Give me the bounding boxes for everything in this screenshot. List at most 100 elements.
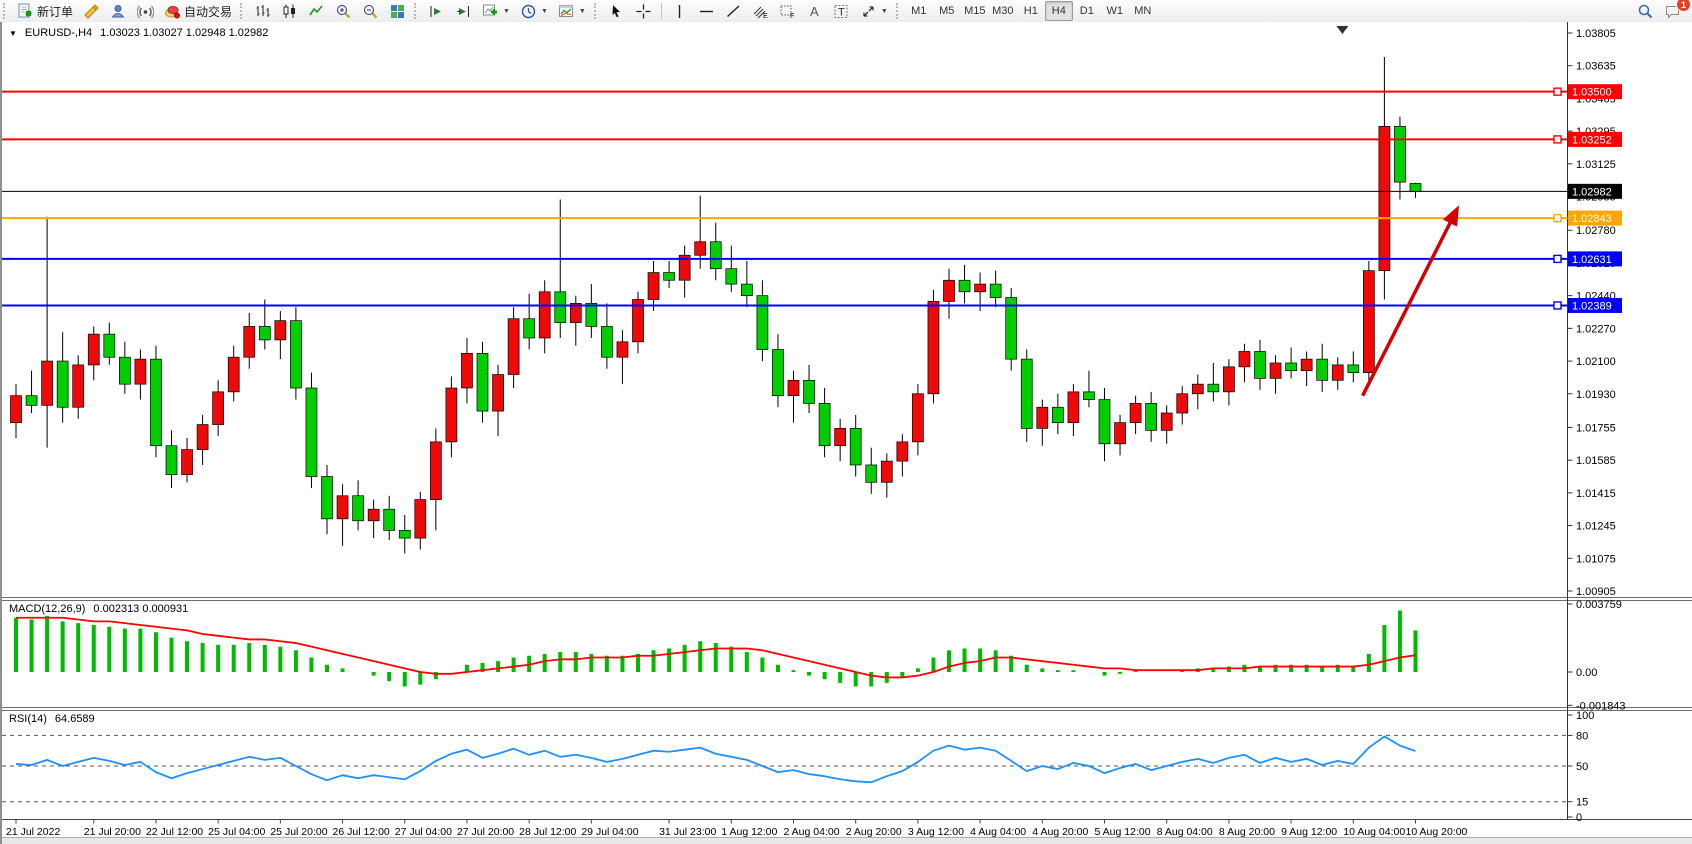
bull-candle bbox=[461, 353, 473, 389]
bear-candle bbox=[118, 356, 131, 385]
bear-candle bbox=[476, 353, 489, 412]
bull-candle bbox=[647, 272, 660, 300]
price-level-chip bbox=[1568, 251, 1622, 267]
tile-windows-button[interactable] bbox=[384, 0, 411, 22]
bull-candle bbox=[1331, 364, 1344, 381]
timeframe-button-m1[interactable]: M1 bbox=[911, 5, 927, 17]
signals-button[interactable] bbox=[132, 0, 159, 22]
auto-trading-label: 自动交易 bbox=[184, 4, 233, 19]
price-level-chip-label: 1.02389 bbox=[1572, 300, 1612, 312]
fibonacci-button[interactable]: E bbox=[747, 0, 774, 22]
toolbar-right: 1 bbox=[1632, 0, 1691, 22]
bull-candle bbox=[1378, 125, 1391, 271]
macd-axis-tick: -0.001843 bbox=[1576, 700, 1626, 712]
auto-scroll-button[interactable] bbox=[423, 0, 450, 22]
bull-candle bbox=[880, 460, 893, 483]
horizontal-line-button[interactable] bbox=[693, 0, 720, 22]
cursor-button[interactable] bbox=[603, 0, 630, 22]
timeframe-button-m15[interactable]: M15 bbox=[964, 5, 986, 17]
price-level-chip-label: 1.03252 bbox=[1572, 134, 1612, 146]
macd-axis-tick: 0.003759 bbox=[1576, 599, 1622, 611]
bull-candle bbox=[1191, 383, 1204, 395]
timeframe-button-m30[interactable]: M30 bbox=[992, 5, 1014, 17]
notifications-button[interactable]: 1 bbox=[1659, 0, 1691, 22]
text-label-button[interactable]: T bbox=[828, 0, 855, 22]
timeframe-button-w1[interactable]: W1 bbox=[1106, 5, 1124, 17]
bear-candle bbox=[849, 428, 862, 466]
bull-candle bbox=[912, 393, 924, 443]
bear-candle bbox=[258, 326, 271, 341]
macd-signal-line bbox=[16, 616, 1416, 679]
tile-windows-icon bbox=[389, 3, 406, 20]
group-handle[interactable] bbox=[593, 3, 600, 19]
bull-candle bbox=[787, 379, 800, 397]
collapse-triangle-icon[interactable]: ▼ bbox=[9, 28, 17, 38]
chart-shift-button[interactable] bbox=[450, 0, 477, 22]
bull-candle bbox=[1176, 393, 1189, 414]
bear-candle bbox=[1098, 399, 1111, 445]
zoom-out-button[interactable] bbox=[357, 0, 384, 22]
group-handle[interactable] bbox=[895, 3, 902, 19]
rsi-axis-tick: 15 bbox=[1576, 797, 1588, 809]
svg-text:E: E bbox=[763, 13, 768, 20]
bull-candle bbox=[896, 441, 909, 462]
bull-candle bbox=[538, 291, 551, 339]
timeframe-button-d1[interactable]: D1 bbox=[1079, 5, 1094, 17]
bull-candle bbox=[336, 495, 349, 520]
bull-candle bbox=[274, 320, 287, 341]
search-button[interactable] bbox=[1632, 0, 1659, 22]
new-order-icon bbox=[17, 3, 34, 20]
zoom-in-icon bbox=[335, 3, 352, 20]
timeframe-button-mn[interactable]: MN bbox=[1134, 5, 1152, 17]
bull-candle bbox=[1300, 358, 1313, 372]
text-button[interactable]: A bbox=[801, 0, 828, 22]
timeframe-button-m5[interactable]: M5 bbox=[939, 5, 955, 17]
time-axis-label: 10 Aug 04:00 bbox=[1343, 826, 1405, 838]
time-axis-label: 22 Jul 12:00 bbox=[146, 826, 203, 838]
candlestick-button[interactable] bbox=[276, 0, 303, 22]
periods-button[interactable]: ▼ bbox=[515, 0, 553, 22]
time-axis-label: 26 Jul 12:00 bbox=[333, 826, 390, 838]
grid-button[interactable]: F bbox=[774, 0, 801, 22]
candlestick-icon bbox=[281, 3, 298, 20]
bar-chart-button[interactable] bbox=[249, 0, 276, 22]
rsi-axis-tick: 80 bbox=[1576, 730, 1588, 742]
new-order-label: 新订单 bbox=[37, 4, 74, 19]
crosshair-button[interactable] bbox=[630, 0, 657, 22]
community-button[interactable] bbox=[105, 0, 132, 22]
new-order-button[interactable]: 新订单 bbox=[12, 0, 78, 22]
metaeditor-button[interactable] bbox=[78, 0, 105, 22]
price-level-chip-label: 1.02631 bbox=[1572, 254, 1612, 266]
bear-candle bbox=[103, 333, 116, 358]
profile-icon bbox=[110, 3, 127, 20]
templates-button[interactable]: ▼ bbox=[553, 0, 591, 22]
chart-window[interactable]: 1.038051.036351.034651.032951.031251.029… bbox=[0, 22, 1692, 844]
toolbar-drag-handle[interactable] bbox=[3, 3, 9, 19]
timeframe-button-h4[interactable]: H4 bbox=[1044, 1, 1073, 21]
chart-shift-marker bbox=[1336, 26, 1349, 34]
notification-badge: 1 bbox=[1676, 0, 1691, 12]
auto-trading-button[interactable]: 自动交易 bbox=[159, 0, 237, 22]
chart-canvas[interactable]: 1.038051.036351.034651.032951.031251.029… bbox=[2, 22, 1692, 844]
line-chart-button[interactable] bbox=[303, 0, 330, 22]
bear-candle bbox=[663, 272, 675, 281]
time-axis-label: 27 Jul 04:00 bbox=[395, 826, 452, 838]
arrows-button[interactable]: ▼ bbox=[855, 0, 893, 22]
bear-candle bbox=[1020, 358, 1033, 429]
indicators-icon bbox=[482, 3, 499, 20]
bear-candle bbox=[150, 358, 162, 447]
group-handle[interactable] bbox=[240, 3, 246, 19]
vertical-line-button[interactable] bbox=[666, 0, 693, 22]
zoom-in-button[interactable] bbox=[330, 0, 357, 22]
price-axis-tick: 1.03125 bbox=[1576, 159, 1616, 171]
time-axis-label: 3 Aug 12:00 bbox=[908, 826, 964, 838]
template-icon bbox=[558, 3, 575, 20]
trendline-button[interactable] bbox=[720, 0, 747, 22]
group-handle[interactable] bbox=[414, 3, 420, 19]
bull-candle bbox=[134, 358, 147, 385]
text-a-icon: A bbox=[806, 3, 823, 20]
indicators-button[interactable]: ▼ bbox=[477, 0, 515, 22]
chart-ohlc-header: ▼ EURUSD-,H4 1.03023 1.03027 1.02948 1.0… bbox=[9, 27, 268, 39]
bear-candle bbox=[818, 403, 831, 447]
timeframe-button-h1[interactable]: H1 bbox=[1023, 5, 1038, 17]
